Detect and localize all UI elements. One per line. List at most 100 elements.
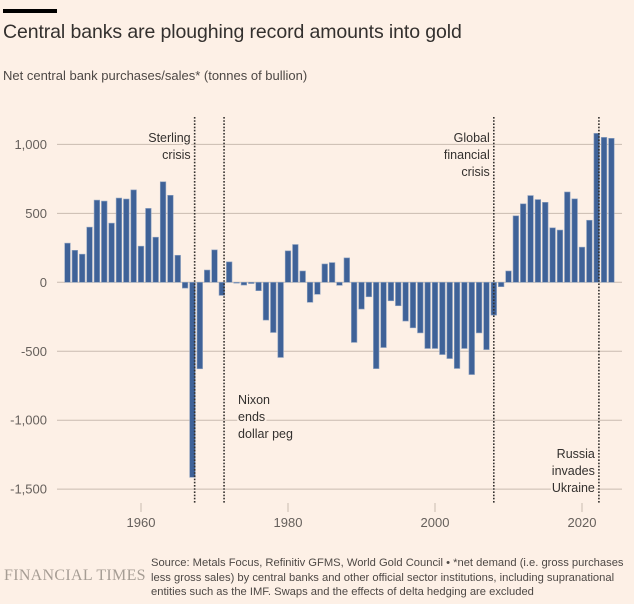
bar: [159, 181, 167, 283]
bar: [373, 281, 380, 369]
bar: [336, 281, 343, 286]
bar: [218, 281, 225, 296]
bar: [101, 200, 108, 283]
x-axis: 1960 1980 2000 2020: [127, 503, 597, 530]
bar: [417, 281, 424, 334]
y-tick-label: 500: [25, 206, 47, 221]
bar: [461, 281, 468, 349]
y-tick-label: -1,000: [10, 413, 47, 428]
gridlines: [57, 143, 622, 490]
annotation-label: Global: [454, 131, 490, 145]
bar: [277, 281, 284, 358]
annotation-label: Sterling: [148, 131, 190, 145]
annotation-label: Ukraine: [552, 481, 595, 495]
annotation-label: financial: [444, 148, 490, 162]
bar: [520, 203, 527, 283]
bar: [527, 195, 534, 283]
bar: [475, 281, 483, 334]
ft-logo: FINANCIAL TIMES: [4, 567, 146, 584]
bar: [174, 254, 181, 283]
x-tick-label: 2000: [421, 515, 450, 530]
bar: [93, 199, 100, 283]
bar: [306, 281, 314, 303]
bar: [270, 281, 277, 333]
bar: [108, 222, 115, 283]
bar: [351, 281, 358, 343]
bar: [292, 244, 299, 283]
bar: [512, 215, 519, 283]
bar: [255, 281, 262, 292]
bar: [145, 208, 152, 283]
y-tick-label: 1,000: [14, 137, 47, 152]
bar: [299, 270, 306, 283]
bar: [571, 198, 578, 283]
x-tick-label: 2020: [568, 515, 597, 530]
annotation-label: Nixon: [238, 393, 270, 407]
y-axis-labels: 1,000 500 0 -500 -1,000 -1,500: [10, 137, 47, 497]
bar: [490, 281, 497, 316]
annotation-label: ends: [238, 410, 265, 424]
chart-title: Central banks are ploughing record amoun…: [3, 21, 462, 43]
bar: [196, 281, 203, 370]
bar: [549, 227, 556, 283]
bar: [380, 281, 387, 348]
bar: [358, 281, 365, 310]
annotation-label: crisis: [461, 165, 489, 179]
bar: [409, 281, 417, 329]
chart-subtitle: Net central bank purchases/sales* (tonne…: [3, 68, 308, 83]
bar: [556, 229, 564, 283]
bar: [534, 199, 541, 283]
bar: [343, 257, 350, 283]
bar: [71, 250, 78, 283]
annotation-label: crisis: [162, 148, 190, 162]
annotations: Sterling crisis Nixon ends dollar peg Global f…: [146, 117, 600, 503]
bar: [152, 236, 159, 283]
bar: [365, 281, 372, 298]
bar: [284, 250, 292, 283]
bar: [321, 263, 328, 283]
bar: [86, 226, 93, 283]
bar: [137, 245, 145, 283]
bar: [586, 219, 593, 283]
bar: [226, 261, 233, 283]
bar: [115, 197, 123, 283]
bar: [248, 281, 255, 284]
bar: [130, 189, 137, 283]
bar: [79, 253, 86, 283]
bar: [453, 281, 461, 369]
bar: [564, 191, 571, 283]
bar: [262, 281, 270, 321]
source-note: Source: Metals Focus, Refinitiv GFMS, Wo…: [151, 557, 624, 598]
bars: [64, 133, 615, 478]
bar: [446, 281, 453, 359]
bar: [204, 269, 211, 283]
x-tick-label: 1980: [274, 515, 303, 530]
x-tick-label: 1960: [127, 515, 156, 530]
bar: [123, 198, 130, 283]
bar: [395, 281, 402, 307]
annotation-label: Russia: [557, 447, 595, 461]
y-tick-label: 0: [40, 275, 47, 290]
bar: [431, 281, 439, 349]
bar: [314, 281, 321, 295]
bar: [468, 281, 475, 375]
bar: [542, 202, 549, 283]
bar: [233, 281, 240, 284]
bar: [387, 281, 395, 302]
bar: [211, 249, 218, 283]
bar: [424, 281, 431, 349]
bar: [439, 281, 446, 355]
annotation-label: invades: [552, 464, 595, 478]
bar: [64, 242, 71, 283]
annotation-label: dollar peg: [238, 427, 293, 441]
bar: [600, 137, 608, 283]
y-tick-label: -500: [21, 344, 47, 359]
bar: [167, 194, 174, 283]
bar: [182, 281, 189, 289]
bar: [483, 281, 490, 350]
bar: [578, 246, 586, 283]
bar: [498, 281, 505, 288]
bar: [505, 270, 512, 283]
bar-chart: 1,000 500 0 -500 -1,000 -1,500 Sterling crisis…: [10, 117, 622, 530]
bar: [240, 281, 248, 286]
